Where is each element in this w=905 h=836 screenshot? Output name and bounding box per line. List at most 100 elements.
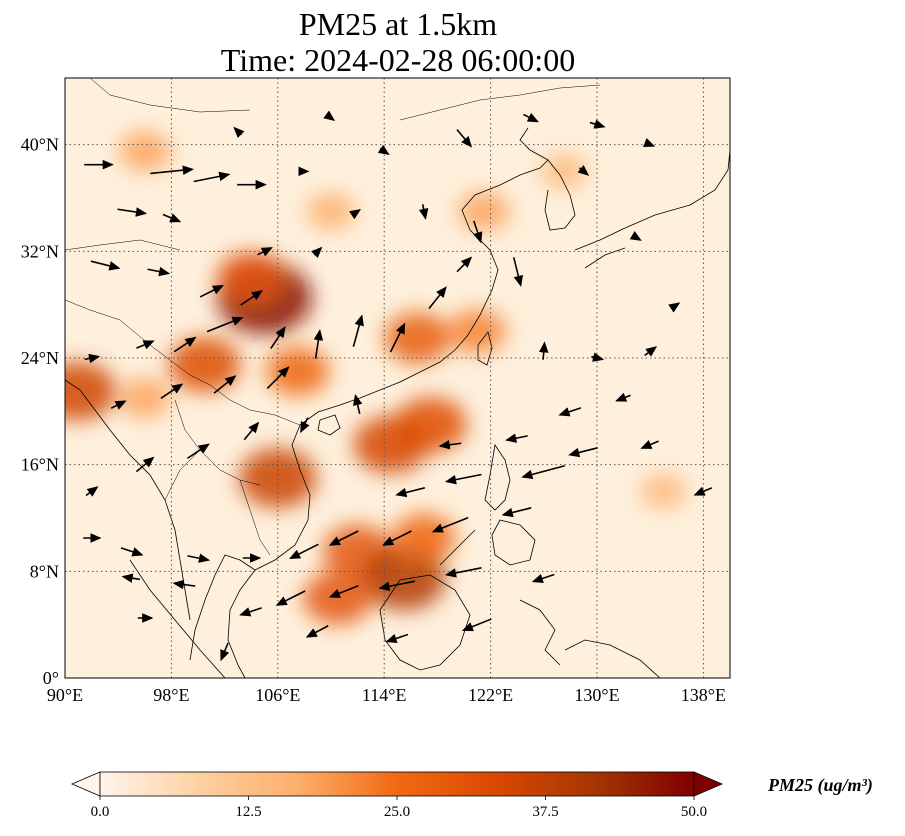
border-5 (164, 449, 201, 501)
wind-arrow (150, 165, 194, 175)
colorbar-tick-label: 25.0 (384, 804, 410, 820)
wind-arrow (147, 266, 171, 277)
wind-arrow (187, 553, 211, 563)
coastline-philippines-luzon (484, 443, 511, 511)
lon-tick-label: 114°E (362, 685, 407, 705)
coastline-japan-south (584, 247, 626, 269)
wind-vectors (83, 110, 713, 662)
lon-tick-labels: 90°E 98°E 106°E 114°E 122°E 130°E 138°E (47, 685, 726, 705)
pm25-hotspot (239, 448, 317, 508)
coastline-taiwan (477, 331, 493, 366)
wind-arrow (693, 486, 713, 496)
coastline-gulf-thailand (189, 554, 256, 661)
colorbar-tick-label: 12.5 (235, 804, 261, 820)
wind-arrow (240, 290, 264, 306)
borders (65, 78, 601, 556)
wind-arrow (352, 394, 363, 414)
wind-arrow (257, 247, 273, 257)
pm25-hotspot (392, 513, 456, 563)
lat-tick-label: 32°N (21, 241, 59, 261)
pm25-hotspot (306, 192, 356, 231)
wind-arrow (568, 447, 598, 458)
wind-arrow (173, 336, 197, 353)
wind-arrow (456, 256, 473, 273)
wind-arrow (270, 326, 286, 349)
wind-arrow (418, 204, 429, 220)
wind-arrow (135, 456, 155, 473)
wind-arrow (213, 375, 237, 394)
wind-arrow (461, 618, 492, 632)
wind-arrow (193, 171, 231, 183)
wind-arrow (110, 400, 127, 410)
wind-arrow (382, 530, 412, 546)
border-3 (174, 399, 261, 486)
lat-tick-label: 24°N (21, 348, 59, 368)
lat-tick-label: 8°N (30, 561, 59, 581)
wind-arrow (136, 340, 155, 350)
wind-arrow (162, 213, 182, 223)
wind-arrow (117, 207, 148, 217)
wind-arrow (431, 516, 469, 533)
lat-tick-labels: 0° 8°N 16°N 24°N 32°N 40°N (21, 135, 59, 688)
wind-arrow (239, 607, 262, 617)
map-frame (64, 77, 731, 679)
coastline-philippines-south (491, 519, 536, 566)
wind-arrow (328, 530, 359, 546)
border-8 (89, 78, 251, 113)
wind-arrow (311, 246, 323, 259)
lat-tick-label: 16°N (21, 455, 59, 475)
colorbar-gradient (99, 771, 695, 797)
wind-arrow (206, 316, 244, 333)
wind-arrow (243, 421, 260, 441)
colorbar: 0.0 12.5 25.0 37.5 50.0 (70, 771, 724, 820)
wind-arrow (84, 353, 101, 364)
wind-arrow (577, 165, 590, 176)
border-4 (239, 479, 271, 556)
wind-arrow (643, 138, 656, 147)
pm25-field (65, 131, 687, 625)
colorbar-tick-label: 0.0 (91, 804, 110, 820)
wind-arrow (328, 584, 359, 598)
wind-arrow (187, 443, 210, 459)
wind-arrow (172, 579, 196, 590)
wind-arrow (473, 220, 483, 244)
border-7 (65, 239, 181, 251)
colorbar-max-extension (693, 771, 724, 797)
lon-tick-label: 130°E (574, 685, 619, 705)
pm25-hotspot (458, 191, 510, 232)
wind-arrow (615, 392, 631, 402)
wind-arrow (501, 507, 532, 518)
wind-arrow (352, 314, 364, 347)
wind-arrow (300, 417, 310, 434)
pm25-hotspot (540, 153, 587, 190)
wind-arrow (199, 285, 224, 298)
colorbar-tick-label: 50.0 (681, 804, 707, 820)
coastline-korea (544, 159, 576, 231)
wind-arrow (233, 126, 245, 139)
wind-arrow (305, 625, 329, 638)
wind-arrow (378, 580, 416, 591)
pm25-hotspot (65, 362, 117, 421)
wind-arrow (444, 567, 482, 578)
lon-tick-label: 138°E (681, 685, 726, 705)
wind-arrow (349, 209, 362, 220)
pm25-hotspot (168, 337, 241, 393)
coastline-sulawesi (519, 599, 561, 666)
colorbar-tick-label: 37.5 (532, 804, 558, 820)
wind-arrow (85, 486, 99, 497)
lon-tick-label: 98°E (153, 685, 189, 705)
colorbar-ticks: 0.0 12.5 25.0 37.5 50.0 (91, 796, 707, 820)
wind-arrow (266, 366, 290, 390)
wind-arrow (395, 487, 425, 498)
wind-arrow (377, 144, 390, 156)
wind-arrow (531, 573, 555, 584)
coastline-china-east (299, 127, 549, 426)
coastline-indochina (227, 424, 311, 678)
wind-arrow (444, 473, 482, 485)
lon-tick-label: 106°E (255, 685, 300, 705)
wind-arrow (512, 257, 524, 287)
title-line-1: PM25 at 1.5km (298, 6, 498, 42)
wind-arrow (456, 129, 473, 148)
wind-arrow (288, 543, 319, 560)
coastline-hainan (317, 414, 341, 436)
